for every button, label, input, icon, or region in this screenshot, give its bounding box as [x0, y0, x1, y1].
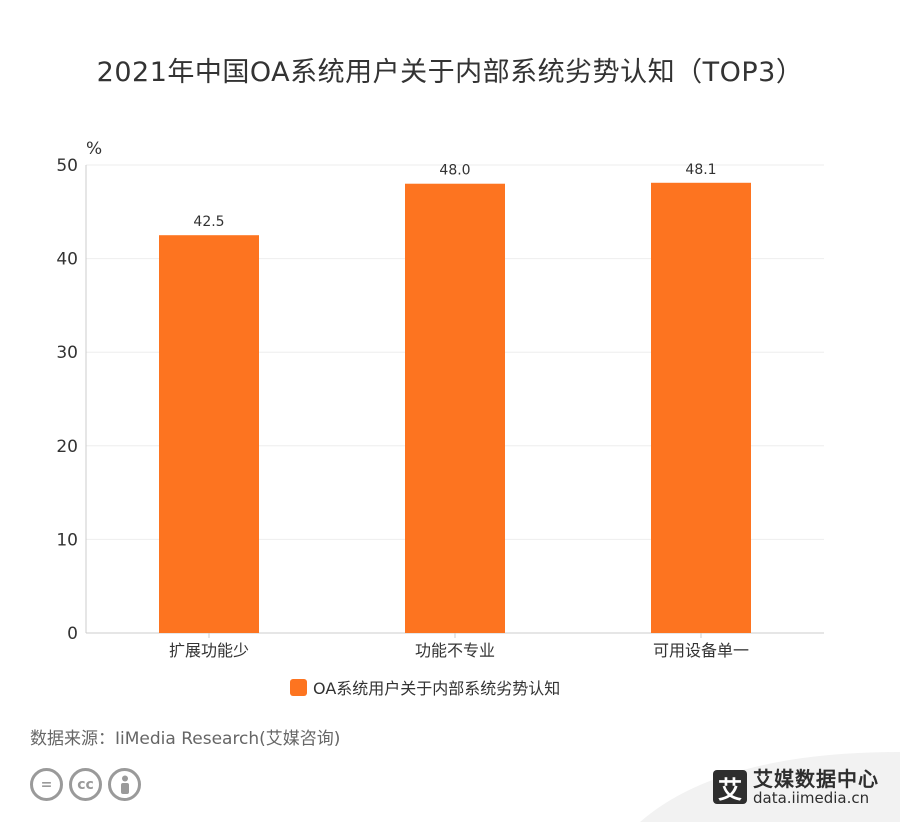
y-tick-label: 20 — [56, 437, 78, 457]
source-note: 数据来源：IiMedia Research(艾媒咨询) — [30, 729, 341, 749]
legend-label: OA系统用户关于内部系统劣势认知 — [313, 679, 561, 698]
bar-value-label: 48.1 — [685, 162, 716, 178]
equals-icon: = — [30, 768, 63, 801]
brand-logo-icon: 艾 — [713, 770, 747, 805]
legend-swatch — [290, 678, 307, 696]
x-tick-label: 功能不专业 — [415, 641, 495, 660]
bar-value-label: 48.0 — [439, 163, 470, 179]
bar-value-label: 42.5 — [193, 214, 224, 230]
y-unit-label: % — [86, 139, 102, 159]
brand-url: data.iimedia.cn — [753, 789, 870, 807]
y-tick-label: 0 — [67, 624, 78, 644]
person-icon — [108, 768, 141, 801]
y-tick-label: 30 — [56, 343, 78, 363]
y-tick-label: 10 — [56, 530, 78, 550]
bar — [159, 235, 259, 633]
cc-icon: cc — [69, 768, 102, 801]
x-tick-label: 扩展功能少 — [169, 641, 249, 660]
brand-corner-decoration — [640, 752, 900, 822]
license-icons: = cc — [30, 768, 141, 801]
bar-chart: 0 10 20 30 40 50% 42.5 扩展功能少 48.0 功能不专业 48.1 可用设备单一 — [56, 139, 824, 660]
x-tick-label: 可用设备单一 — [653, 641, 749, 660]
legend[interactable]: OA系统用户关于内部系统劣势认知 — [290, 675, 560, 699]
bar — [651, 182, 751, 633]
bar — [405, 183, 505, 633]
brand: 艾 艾媒数据中心 data.iimedia.cn — [713, 768, 879, 807]
y-tick-label: 50 — [56, 156, 78, 176]
chart-title: 2021年中国OA系统用户关于内部系统劣势认知（TOP3） — [96, 57, 804, 88]
brand-name: 艾媒数据中心 — [753, 767, 879, 791]
y-tick-label: 40 — [56, 250, 78, 270]
